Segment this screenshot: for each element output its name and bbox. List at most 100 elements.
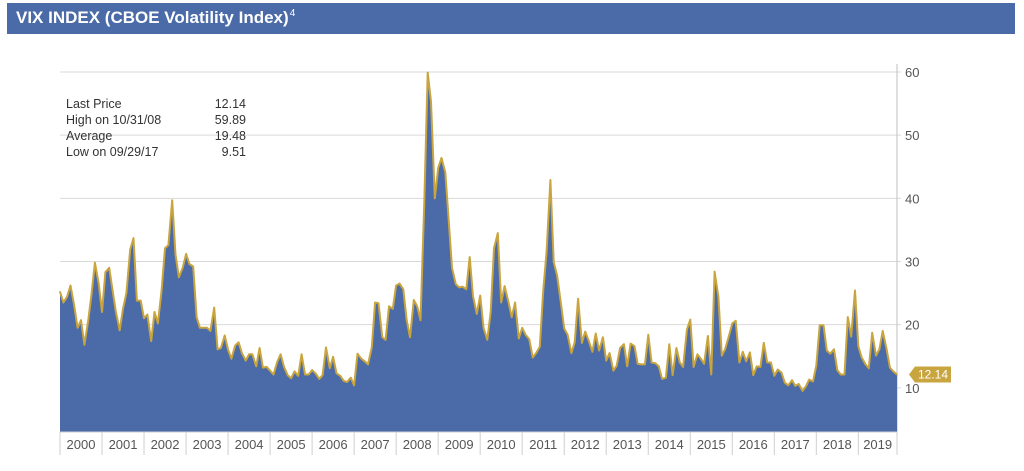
data-point bbox=[794, 385, 797, 387]
data-point bbox=[608, 352, 611, 354]
data-point bbox=[493, 247, 495, 249]
data-point bbox=[752, 374, 755, 377]
data-point bbox=[258, 347, 261, 349]
data-point bbox=[371, 346, 373, 349]
data-point bbox=[857, 345, 860, 347]
data-point bbox=[283, 366, 285, 368]
data-point bbox=[598, 349, 600, 352]
data-point bbox=[356, 352, 359, 355]
data-point bbox=[518, 337, 520, 340]
x-tick-label: 2015 bbox=[697, 437, 726, 452]
data-point bbox=[805, 385, 807, 388]
data-point bbox=[640, 363, 642, 366]
data-point bbox=[455, 283, 457, 286]
data-point bbox=[59, 291, 61, 293]
data-point bbox=[279, 353, 282, 356]
data-point bbox=[255, 365, 257, 368]
data-point bbox=[251, 353, 254, 356]
data-point bbox=[619, 347, 621, 349]
data-point bbox=[430, 100, 432, 103]
data-point bbox=[591, 351, 594, 353]
data-point bbox=[321, 374, 324, 377]
data-point bbox=[178, 276, 180, 279]
data-point bbox=[104, 271, 107, 274]
data-point bbox=[742, 351, 744, 353]
data-point bbox=[815, 364, 818, 367]
data-point bbox=[539, 345, 541, 348]
data-point bbox=[850, 335, 852, 338]
data-point bbox=[300, 353, 303, 356]
x-tick-label: 2004 bbox=[235, 437, 264, 452]
data-point bbox=[682, 366, 684, 368]
data-point bbox=[311, 369, 313, 371]
data-point bbox=[157, 322, 159, 325]
data-point bbox=[749, 351, 751, 354]
data-point bbox=[594, 332, 597, 335]
data-point bbox=[115, 311, 117, 313]
data-point bbox=[94, 261, 96, 264]
data-point bbox=[661, 378, 663, 380]
last-price-badge: 12.14 bbox=[909, 366, 951, 383]
last-price-label: 12.14 bbox=[918, 368, 948, 382]
data-point bbox=[80, 319, 82, 322]
data-point bbox=[521, 327, 523, 329]
stat-low: Low on 09/29/17 9.51 bbox=[66, 144, 246, 160]
data-point bbox=[854, 289, 856, 292]
data-point bbox=[458, 286, 461, 289]
data-point bbox=[650, 361, 653, 364]
data-point bbox=[734, 320, 737, 322]
data-point bbox=[724, 348, 726, 351]
data-point bbox=[479, 294, 482, 297]
data-point bbox=[244, 359, 247, 362]
x-tick-label: 2010 bbox=[487, 437, 516, 452]
data-point bbox=[633, 345, 636, 347]
data-point bbox=[531, 356, 534, 359]
data-point bbox=[241, 352, 243, 354]
x-tick-label: 2003 bbox=[193, 437, 222, 452]
data-point bbox=[658, 365, 660, 368]
data-point bbox=[500, 301, 503, 304]
data-point bbox=[209, 330, 212, 332]
data-point bbox=[503, 285, 506, 287]
data-point bbox=[860, 356, 863, 359]
data-point bbox=[286, 374, 289, 377]
data-point bbox=[776, 368, 779, 371]
x-tick-label: 2007 bbox=[361, 437, 390, 452]
data-point bbox=[384, 339, 387, 341]
data-point bbox=[654, 362, 657, 365]
data-point bbox=[871, 332, 873, 334]
data-point bbox=[885, 347, 888, 350]
data-point bbox=[409, 336, 411, 339]
data-point bbox=[587, 339, 590, 342]
data-point bbox=[143, 317, 145, 320]
data-point bbox=[199, 327, 201, 329]
y-tick-label: 50 bbox=[905, 128, 919, 143]
data-point bbox=[801, 390, 804, 392]
data-point bbox=[304, 373, 306, 376]
data-point bbox=[829, 352, 831, 355]
data-point bbox=[549, 179, 552, 181]
stat-value: 12.14 bbox=[214, 97, 246, 111]
data-point bbox=[612, 369, 615, 372]
data-point bbox=[150, 340, 152, 342]
data-point bbox=[265, 366, 268, 368]
data-point bbox=[703, 363, 705, 365]
data-point bbox=[129, 248, 131, 251]
vix-area bbox=[60, 72, 897, 432]
x-tick-label: 2002 bbox=[151, 437, 180, 452]
stat-label: Last Price bbox=[66, 97, 122, 111]
data-point bbox=[160, 288, 163, 291]
data-point bbox=[717, 296, 720, 298]
x-tick-label: 2000 bbox=[67, 437, 96, 452]
stat-high: High on 10/31/08 59.89 bbox=[66, 112, 246, 128]
data-point bbox=[738, 361, 741, 364]
data-point bbox=[552, 261, 555, 263]
data-point bbox=[889, 366, 891, 369]
data-point bbox=[535, 352, 537, 354]
data-point bbox=[230, 357, 233, 360]
x-tick-label: 2008 bbox=[403, 437, 432, 452]
data-point bbox=[489, 311, 492, 313]
data-point bbox=[581, 342, 583, 344]
data-point bbox=[896, 373, 898, 376]
